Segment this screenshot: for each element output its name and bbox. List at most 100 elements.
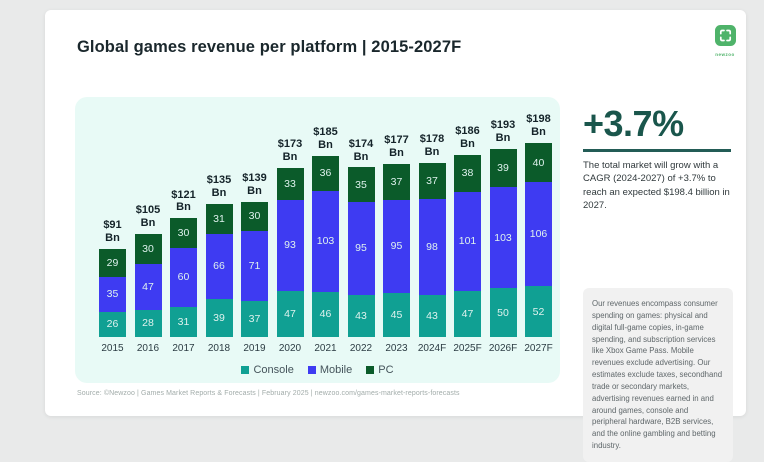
bar-total-label: $174 Bn <box>349 138 373 164</box>
legend-swatch-console <box>241 366 250 374</box>
bar-total-value: $139 <box>242 171 267 184</box>
bar-column-2024f: $178 Bn 37 98 43 2024F <box>417 133 447 355</box>
bar-segment-pc: 39 <box>489 148 517 188</box>
x-axis-label: 2025F <box>453 343 482 354</box>
stacked-bar: 30 47 28 <box>134 234 162 337</box>
stacked-bar: 30 60 31 <box>170 218 197 337</box>
legend-swatch-pc <box>366 366 375 374</box>
stacked-bar: 40 106 52 <box>525 142 552 337</box>
bar-column-2027f: $198 Bn 40 106 52 2027F <box>524 113 553 355</box>
bar-segment-pc: 29 <box>99 248 126 278</box>
bar-column-2018: $135 Bn 31 66 39 2018 <box>205 173 233 355</box>
x-axis-label: 2015 <box>101 343 124 354</box>
bar-total-unit: Bn <box>460 137 475 150</box>
x-axis-label: 2024F <box>417 343 447 354</box>
bar-segment-pc: 37 <box>383 163 410 200</box>
bar-total-label: $105 Bn <box>136 204 160 230</box>
bar-segment-console: 50 <box>489 288 517 337</box>
x-axis-label: 2018 <box>207 343 231 354</box>
bar-total-value: $177 <box>384 133 409 146</box>
bar-total-label: $185 Bn <box>313 126 337 152</box>
bar-total-value: $105 <box>135 204 161 217</box>
stacked-bar: 38 101 47 <box>454 154 481 337</box>
bar-segment-mobile: 101 <box>454 191 481 291</box>
bar-total-value: $121 <box>171 188 196 201</box>
bar-column-2026f: $193 Bn 39 103 50 2026F <box>488 119 518 355</box>
stacked-bar: 30 71 37 <box>241 201 268 337</box>
bar-segment-mobile: 106 <box>525 182 552 287</box>
bar-total-unit: Bn <box>424 145 440 158</box>
bar-total-label: $178 Bn <box>420 133 444 159</box>
bar-column-2016: $105 Bn 30 47 28 2016 <box>134 204 162 355</box>
bar-segment-console: 47 <box>276 290 304 337</box>
legend-item-mobile: Mobile <box>307 364 352 376</box>
bar-total-label: $193 Bn <box>491 119 515 145</box>
x-axis-label: 2016 <box>136 343 160 354</box>
bar-segment-pc: 36 <box>312 155 339 191</box>
source-attribution: Source: ©Newzoo | Games Market Reports &… <box>77 390 460 397</box>
bar-segment-console: 52 <box>525 286 552 337</box>
bar-total-unit: Bn <box>140 217 156 230</box>
bar-total-value: $173 <box>277 137 303 150</box>
bar-segment-mobile: 98 <box>418 198 446 295</box>
stacked-bar: 33 93 47 <box>276 167 304 337</box>
bar-segment-mobile: 95 <box>383 199 410 293</box>
bar-segment-pc: 35 <box>347 167 375 202</box>
bar-segment-mobile: 103 <box>489 187 517 288</box>
bar-total-value: $174 <box>348 137 374 150</box>
x-axis-label: 2022 <box>349 343 373 354</box>
bar-total-unit: Bn <box>389 146 404 159</box>
bar-total-value: $178 <box>419 132 445 145</box>
bar-total-unit: Bn <box>247 184 262 197</box>
bar-column-2017: $121 Bn 30 60 31 2017 <box>170 189 197 356</box>
bar-segment-pc: 40 <box>525 142 552 183</box>
stacked-bar: 31 66 39 <box>205 203 233 337</box>
report-card: Global games revenue per platform | 2015… <box>45 10 746 462</box>
bar-segment-console: 39 <box>205 298 233 337</box>
bar-column-2023: $177 Bn 37 95 45 2023 <box>383 134 410 355</box>
bar-segment-mobile: 93 <box>276 199 304 291</box>
bar-segment-mobile: 71 <box>241 231 268 301</box>
bar-chart: $91 Bn 29 35 26 2015 $105 Bn 30 47 28 2016 $121 Bn 30 6… <box>75 97 560 383</box>
bar-total-label: $198 Bn <box>526 113 550 139</box>
bar-segment-console: 28 <box>134 309 162 337</box>
bar-column-2022: $174 Bn 35 95 43 2022 <box>347 138 375 355</box>
bar-total-label: $91 Bn <box>103 219 121 245</box>
bar-segment-mobile: 66 <box>205 234 233 299</box>
stacked-bar: 36 103 46 <box>312 155 339 337</box>
methodology-note: Our revenues encompass consumer spending… <box>583 288 733 462</box>
bar-total-value: $186 <box>455 124 480 137</box>
newzoo-logo: newzoo <box>710 25 740 57</box>
bar-segment-pc: 33 <box>276 167 304 200</box>
bar-segment-console: 37 <box>241 300 268 337</box>
legend-label: Console <box>253 364 294 376</box>
bar-column-2015: $91 Bn 29 35 26 2015 <box>99 219 126 355</box>
bar-total-unit: Bn <box>105 231 120 244</box>
bar-segment-pc: 37 <box>418 162 446 199</box>
bar-column-2021: $185 Bn 36 103 46 2021 <box>312 126 339 355</box>
legend-swatch-mobile <box>307 366 316 374</box>
bar-column-2019: $139 Bn 30 71 37 2019 <box>241 172 268 355</box>
bar-total-label: $139 Bn <box>242 172 266 198</box>
bar-column-2020: $173 Bn 33 93 47 2020 <box>276 137 304 355</box>
bar-total-label: $186 Bn <box>455 125 479 151</box>
x-axis-label: 2027F <box>524 343 553 354</box>
bar-segment-pc: 30 <box>241 201 268 232</box>
bar-total-value: $135 <box>206 173 232 186</box>
bar-segment-mobile: 60 <box>170 247 197 307</box>
bar-segment-pc: 38 <box>454 154 481 192</box>
bar-segment-mobile: 47 <box>134 263 162 310</box>
stacked-bar: 37 95 45 <box>383 163 410 337</box>
bar-segment-pc: 30 <box>134 234 162 264</box>
x-axis-label: 2026F <box>488 343 518 354</box>
bar-total-value: $198 <box>526 113 551 126</box>
x-axis-label: 2020 <box>278 343 302 354</box>
bar-total-unit: Bn <box>211 186 227 199</box>
x-axis-label: 2017 <box>172 343 195 354</box>
bar-total-unit: Bn <box>282 150 298 163</box>
headline-divider <box>583 149 731 152</box>
stacked-bar: 39 103 50 <box>489 148 517 337</box>
bar-total-unit: Bn <box>176 201 191 214</box>
newzoo-logo-text: newzoo <box>715 52 735 57</box>
cagr-description: The total market will grow with a CAGR (… <box>583 160 730 212</box>
